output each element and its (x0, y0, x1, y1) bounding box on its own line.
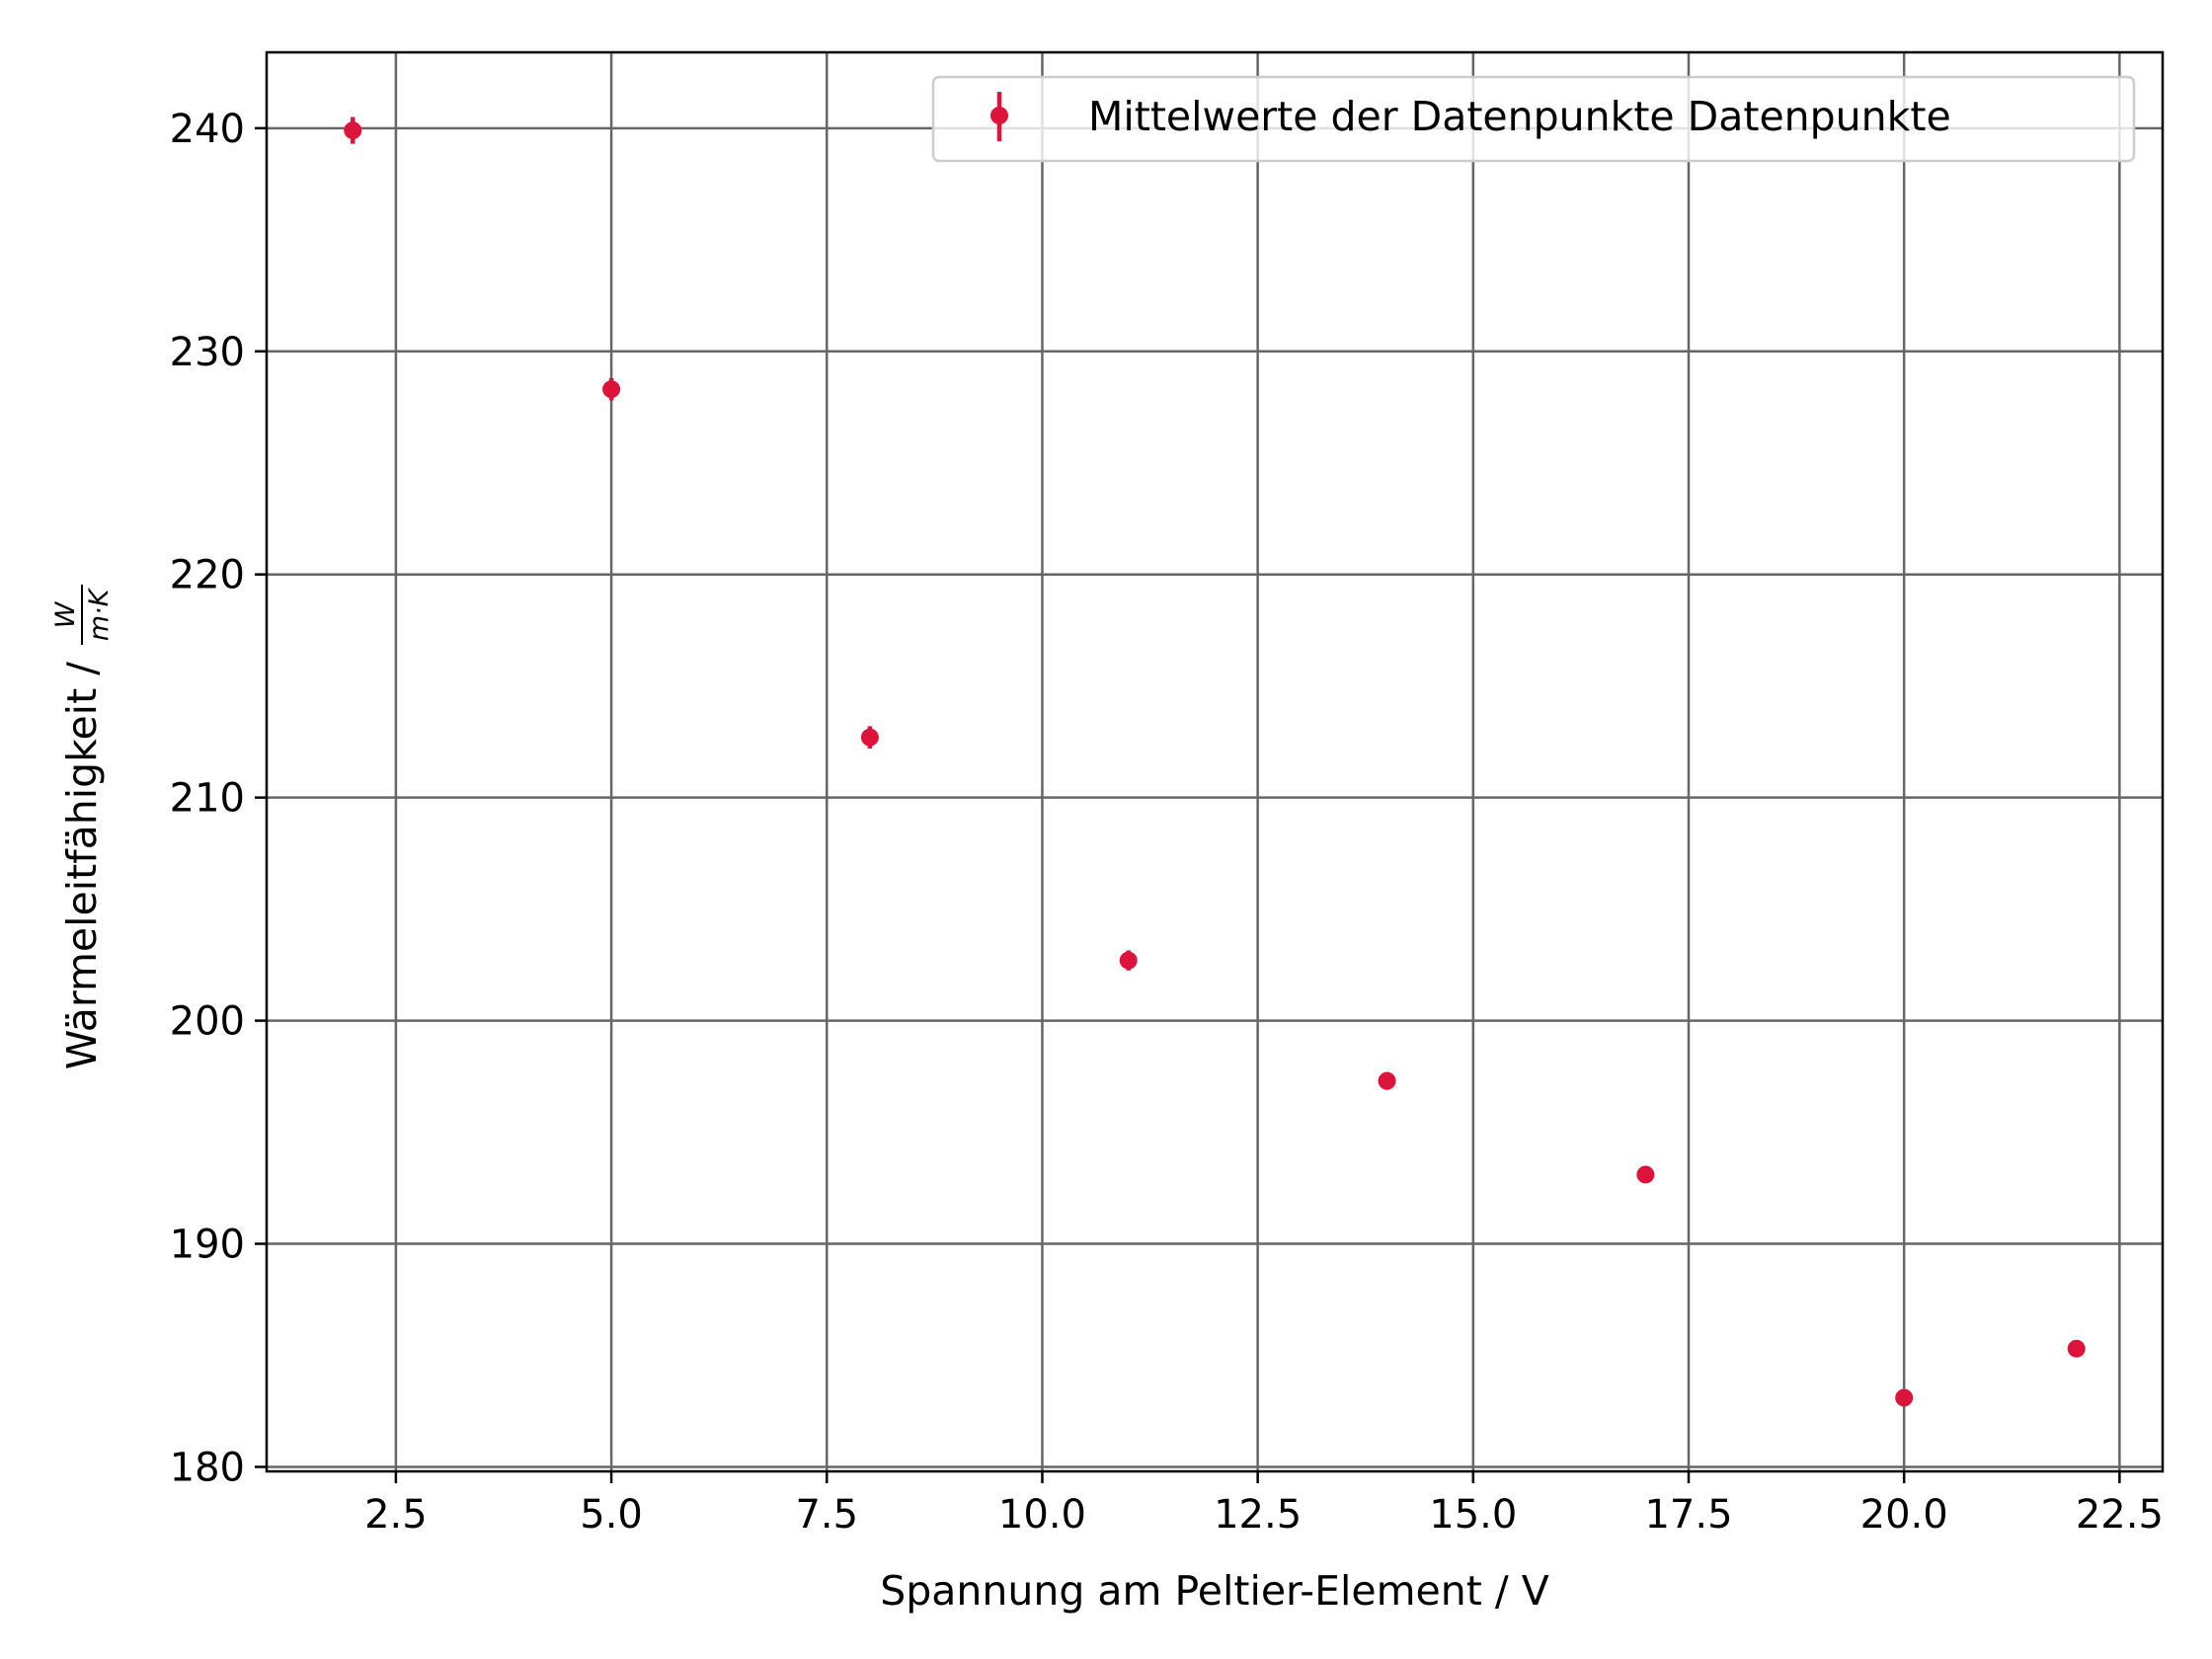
x-tick-label: 2.5 (364, 1492, 428, 1538)
x-tick-label: 12.5 (1214, 1492, 1302, 1538)
y-tick-label: 230 (170, 330, 245, 375)
y-tick-label: 200 (170, 999, 245, 1045)
x-tick-label: 15.0 (1429, 1492, 1517, 1538)
y-tick-label: 240 (170, 107, 245, 152)
x-tick-label: 5.0 (580, 1492, 643, 1538)
y-axis-unit-numerator: W (50, 600, 81, 628)
data-point (1636, 1165, 1655, 1184)
legend: Mittelwerte der Datenpunkte Datenpunkte (931, 75, 2136, 163)
x-tick-label: 10.0 (998, 1492, 1086, 1538)
x-tick-label: 20.0 (1860, 1492, 1948, 1538)
grid (267, 52, 2163, 1471)
y-axis-unit-denominator: m·K (84, 587, 115, 641)
y-tick-label: 220 (170, 553, 245, 598)
data-point (1378, 1071, 1396, 1090)
data-point (1119, 951, 1138, 970)
plot-frame (265, 50, 2165, 1473)
y-tick-label: 210 (170, 776, 245, 822)
x-tick-label: 7.5 (795, 1492, 858, 1538)
y-axis-title-text: Wärmeleitfähigkeit / (58, 662, 106, 1069)
axis-ticks: 2.5 5.0 7.5 10.0 12.5 15.0 17.5 20.0 22.5 180 190 2… (170, 107, 2164, 1538)
y-axis-title: Wärmeleitfähigkeit / W m·K (50, 585, 115, 1069)
y-tick-label: 190 (170, 1223, 245, 1268)
data-point (860, 728, 879, 747)
data-series (344, 117, 2086, 1407)
x-tick-label: 17.5 (1644, 1492, 1732, 1538)
legend-entry-label: Mittelwerte der Datenpunkte Datenpunkte (1088, 93, 1951, 140)
x-axis-title: Spannung am Peltier-Element / V (880, 1567, 1549, 1615)
data-point (602, 380, 621, 399)
x-tick-label: 22.5 (2076, 1492, 2164, 1538)
legend-point-marker (990, 107, 1008, 124)
legend-box (931, 75, 2136, 163)
y-tick-label: 180 (170, 1445, 245, 1490)
data-point (344, 121, 362, 140)
data-point (1895, 1388, 1914, 1407)
data-point (2067, 1339, 2086, 1358)
